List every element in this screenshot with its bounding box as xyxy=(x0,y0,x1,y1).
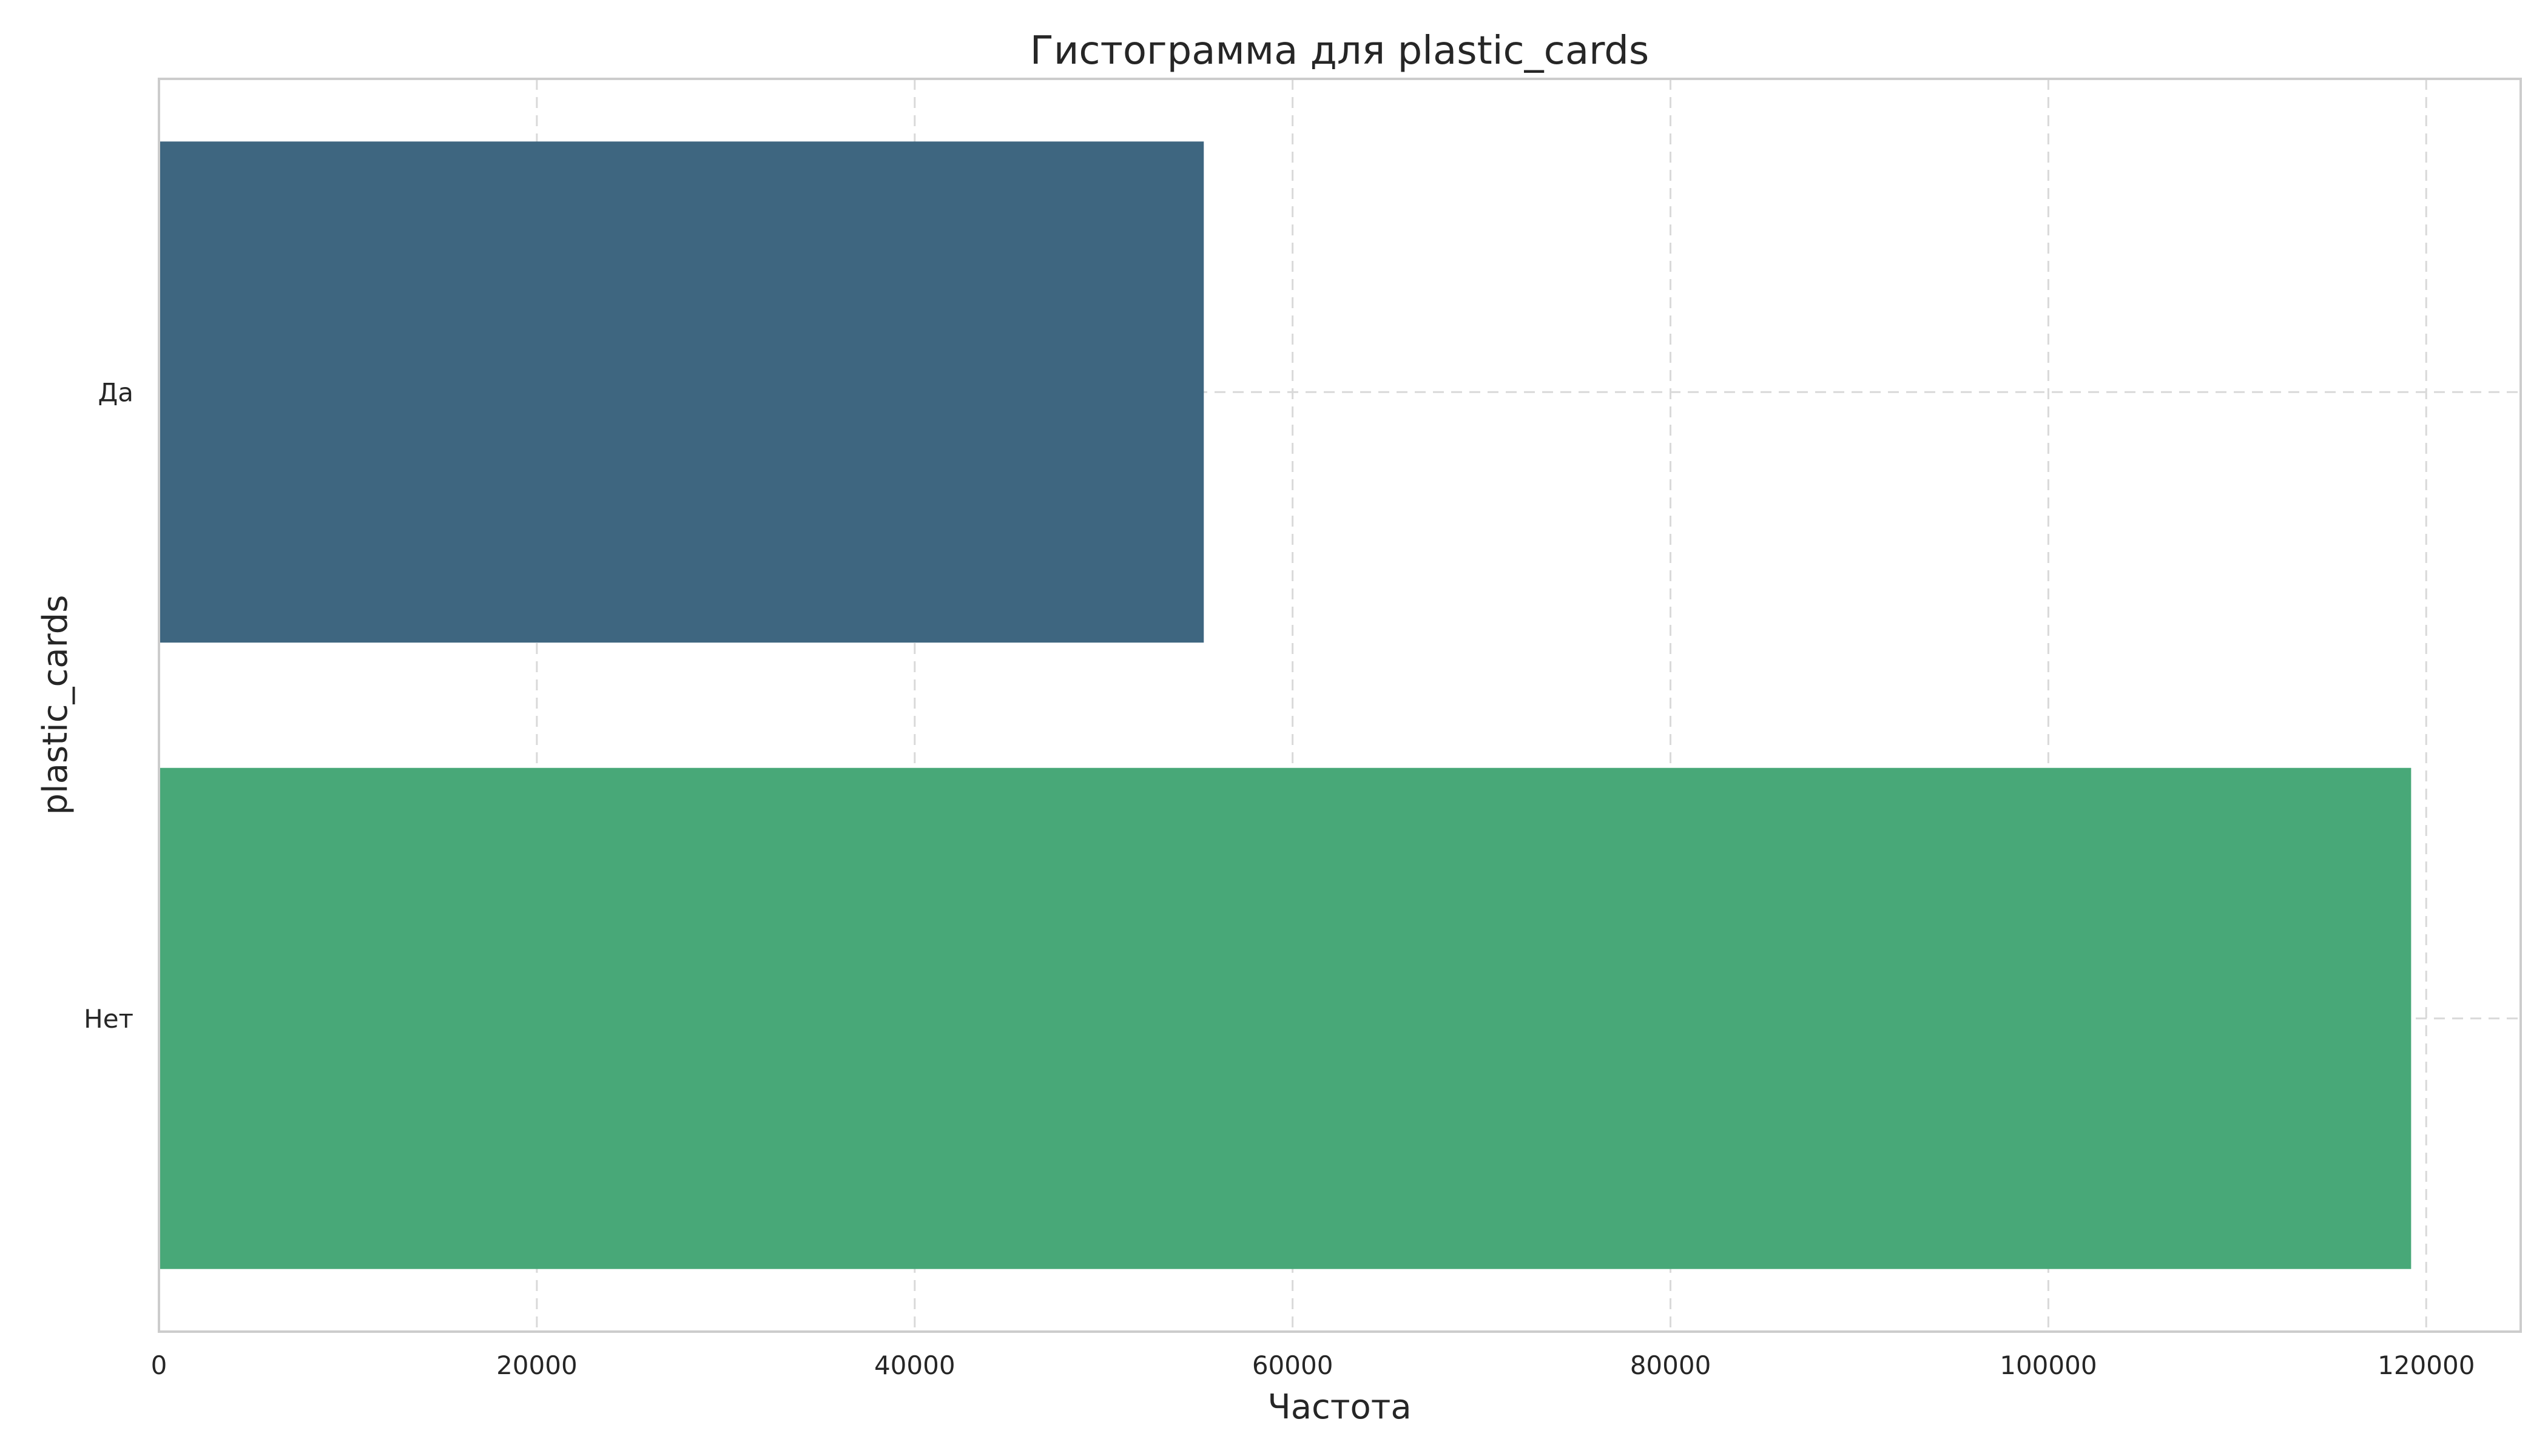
y-ticks: Да Нет xyxy=(84,377,133,1034)
x-tick-label: 20000 xyxy=(496,1350,578,1380)
x-axis-title: Частота xyxy=(1267,1387,1411,1427)
chart-title: Гистограмма для plastic_cards xyxy=(1030,29,1649,73)
y-tick-label: Да xyxy=(98,377,133,407)
x-tick-label: 80000 xyxy=(1630,1350,1711,1380)
y-tick-label: Нет xyxy=(84,1004,133,1034)
y-axis-title: plastic_cards xyxy=(36,595,75,815)
x-tick-label: 120000 xyxy=(2378,1350,2475,1380)
bar-net xyxy=(159,767,2412,1269)
x-tick-label: 0 xyxy=(151,1350,167,1380)
x-tick-label: 40000 xyxy=(874,1350,956,1380)
x-tick-label: 100000 xyxy=(2000,1350,2097,1380)
x-ticks: 0 20000 40000 60000 80000 100000 120000 xyxy=(151,1350,2475,1380)
plot-frame xyxy=(158,78,2522,1333)
bars xyxy=(159,141,2412,1269)
bar-da xyxy=(159,141,1204,643)
x-tick-label: 60000 xyxy=(1252,1350,1333,1380)
